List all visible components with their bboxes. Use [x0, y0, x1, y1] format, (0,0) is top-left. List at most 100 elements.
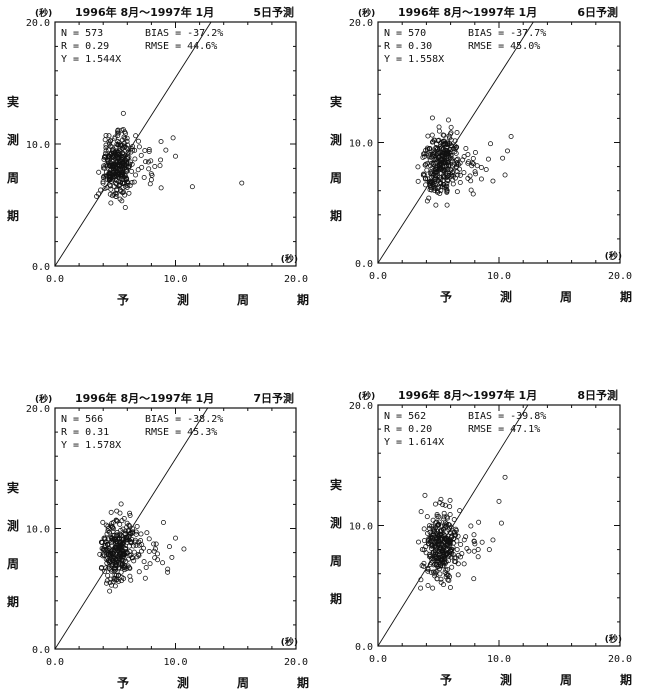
data-point: [126, 537, 132, 543]
data-point: [127, 523, 132, 529]
data-point-outlier: [502, 172, 508, 178]
data-point: [136, 569, 142, 575]
data-point: [103, 145, 109, 151]
data-point: [131, 549, 137, 555]
y-tick-label: 20.0: [349, 401, 373, 412]
chart-title: 1996年 8月〜1997年 1月: [75, 5, 214, 19]
data-point: [422, 151, 428, 157]
data-point: [457, 172, 463, 178]
data-point: [453, 526, 459, 532]
data-point: [136, 138, 141, 144]
y-tick-label: 10.0: [26, 525, 50, 536]
data-point: [448, 149, 454, 155]
data-point: [438, 496, 444, 502]
x-axis-label-char: 期: [620, 289, 632, 304]
data-point: [471, 576, 477, 582]
data-point: [457, 166, 463, 172]
data-point: [152, 546, 158, 552]
data-point: [157, 163, 163, 169]
data-point: [112, 171, 118, 177]
data-point: [106, 551, 112, 557]
data-point: [138, 531, 144, 537]
data-point: [109, 170, 115, 176]
data-point: [472, 169, 478, 175]
data-point: [119, 127, 125, 133]
data-point: [147, 561, 153, 567]
data-point: [136, 144, 142, 150]
y-unit-label: (秒): [35, 393, 52, 405]
data-point: [103, 148, 109, 154]
data-point: [117, 536, 123, 542]
data-point: [434, 523, 440, 529]
data-point: [118, 501, 124, 507]
data-point: [443, 567, 449, 573]
data-point: [423, 182, 429, 188]
data-point: [148, 158, 154, 164]
y-tick-label: 10.0: [349, 139, 373, 150]
data-point-outlier: [189, 184, 195, 190]
data-point: [436, 124, 442, 130]
data-point: [447, 512, 453, 517]
data-point: [436, 128, 442, 134]
data-point: [447, 504, 453, 510]
data-point: [112, 150, 118, 156]
data-point: [113, 191, 119, 197]
data-point: [429, 536, 435, 542]
y-axis-label-char: 測: [7, 132, 19, 147]
data-point-outlier: [504, 148, 510, 154]
data-point: [427, 562, 433, 567]
data-point: [448, 124, 454, 130]
data-point: [440, 153, 446, 159]
data-point: [441, 514, 447, 520]
x-tick-label: 20.0: [608, 271, 632, 282]
data-point: [102, 568, 108, 574]
data-point: [418, 577, 424, 583]
data-point: [442, 147, 448, 153]
data-point: [426, 154, 432, 160]
data-point: [103, 153, 109, 159]
data-point: [123, 549, 129, 555]
data-point: [418, 509, 424, 515]
data-point: [468, 178, 474, 184]
data-point: [422, 492, 428, 498]
data-point: [447, 131, 453, 137]
data-point: [466, 548, 472, 554]
data-point: [118, 527, 124, 533]
data-point: [448, 172, 454, 178]
data-point: [117, 142, 123, 148]
data-point: [147, 181, 153, 187]
data-point: [423, 147, 429, 153]
y-tick-label: 20.0: [26, 18, 50, 29]
x-axis-label-char: 期: [297, 292, 309, 307]
data-point: [106, 133, 112, 139]
data-point: [115, 540, 121, 546]
data-point: [124, 566, 130, 571]
data-point: [432, 571, 438, 577]
data-point: [120, 552, 126, 558]
data-point: [165, 566, 171, 572]
data-point: [465, 152, 471, 158]
y-axis-label-char: 期: [7, 594, 19, 609]
data-point: [418, 585, 424, 591]
data-point: [100, 174, 106, 180]
data-point-outlier: [167, 544, 172, 550]
x-axis-label-char: 予: [117, 676, 129, 690]
data-point: [432, 529, 438, 534]
stat-rmse: RMSE = 45.3%: [145, 427, 217, 438]
data-point: [432, 160, 438, 166]
y-unit-label: (秒): [35, 7, 52, 19]
data-point: [446, 162, 452, 168]
data-point: [103, 539, 109, 545]
data-point: [446, 578, 452, 583]
data-point: [427, 529, 433, 535]
data-point: [461, 537, 467, 543]
data-point: [443, 183, 449, 189]
data-point: [441, 510, 447, 516]
data-point: [107, 138, 113, 144]
data-point: [454, 164, 460, 170]
stat-r: R = 0.31: [61, 427, 109, 438]
data-point: [102, 185, 108, 191]
data-point: [113, 161, 118, 167]
data-point: [435, 138, 441, 144]
